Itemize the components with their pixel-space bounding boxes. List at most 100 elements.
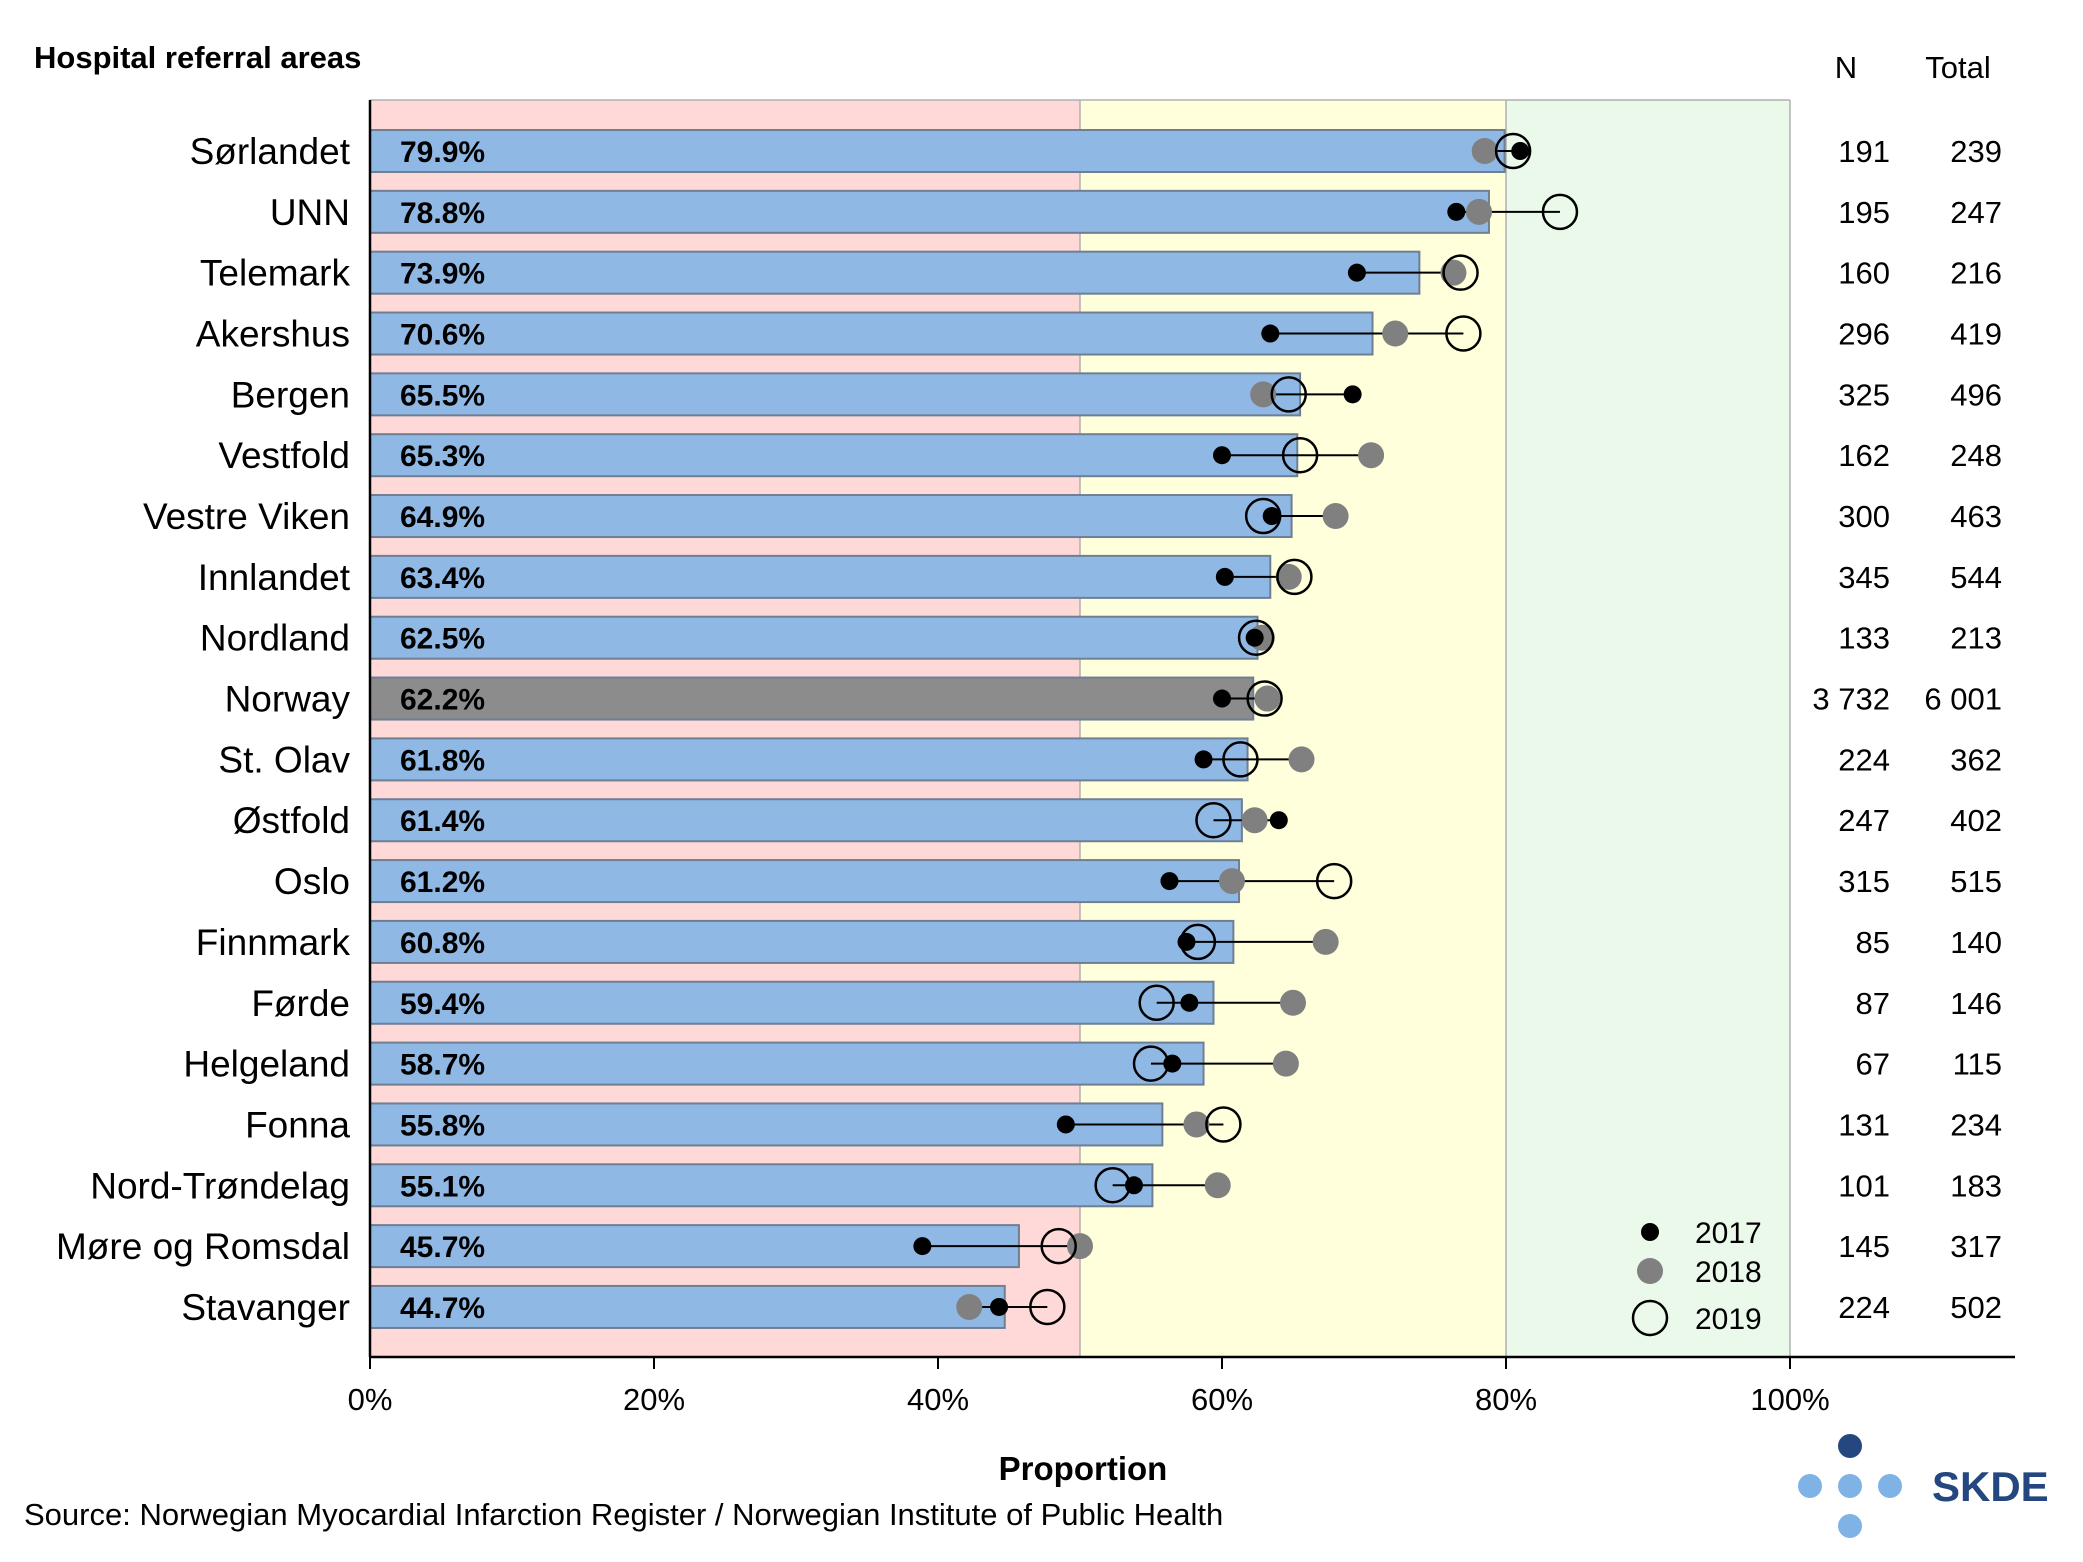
point-2019-12 [1315,862,1353,900]
counts-table: 191 239 195 247 160 216 296 419 325 496 162 248 300 4… [1812,134,2002,1325]
point-2019-16 [1205,1106,1242,1143]
logo-dot-bottom [1838,1514,1862,1538]
point-2017-16 [1056,1115,1075,1134]
bar-14 [369,980,1215,1025]
n-value-18: 145 [1838,1229,1890,1264]
point-2019-15 [1132,1045,1170,1082]
legend: 2017 2018 2019 [1631,1217,1762,1337]
total-value-19: 502 [1950,1290,2002,1325]
point-2018-9 [1254,685,1281,712]
legend-marker-2018 [1637,1258,1663,1284]
total-value-11: 402 [1950,803,2002,838]
point-2018-19 [956,1293,983,1320]
category-label-11: Østfold [233,800,350,841]
point-2019-6 [1244,497,1282,535]
n-value-3: 296 [1838,317,1890,352]
point-2019-13 [1179,923,1217,961]
change-lines [913,132,1579,1326]
n-value-17: 101 [1838,1168,1890,1203]
bar-label-9: 62.2% [400,684,485,717]
category-label-10: St. Olav [218,739,350,780]
point-2019-0 [1494,132,1532,170]
total-value-4: 496 [1950,377,2002,412]
point-2017-1 [1447,202,1466,221]
point-2017-6 [1262,507,1281,526]
total-value-1: 247 [1950,195,2002,230]
n-value-14: 87 [1856,986,1890,1021]
n-value-4: 325 [1838,377,1890,412]
n-value-16: 131 [1838,1107,1890,1142]
category-label-7: Innlandet [198,557,351,598]
point-2017-10 [1194,750,1213,769]
bar-7 [369,554,1272,599]
total-value-17: 183 [1950,1168,2002,1203]
legend-label-2019: 2019 [1695,1303,1762,1336]
bar-8 [369,615,1259,660]
point-2017-14 [1180,993,1199,1012]
point-2018-12 [1218,868,1245,895]
bar-6 [369,494,1293,539]
bar-2 [369,250,1421,295]
point-2018-11 [1241,807,1268,834]
logo-dot-left [1798,1474,1822,1498]
bar-5 [369,433,1299,478]
bar-label-2: 73.9% [400,258,485,291]
point-2018-1 [1466,198,1493,225]
bar-label-4: 65.5% [400,379,485,412]
bar-label-10: 61.8% [400,744,485,777]
bar-label-3: 70.6% [400,319,485,352]
point-2017-9 [1213,689,1231,708]
x-tick-label-3: 60% [1191,1382,1253,1417]
bar-label-19: 44.7% [400,1292,485,1325]
bar-label-18: 45.7% [400,1231,485,1264]
n-value-6: 300 [1838,499,1890,534]
point-2017-4 [1343,385,1362,404]
point-2018-3 [1382,320,1409,347]
category-label-18: Møre og Romsdal [56,1226,350,1267]
zone-2 [1506,100,1790,1357]
n-value-5: 162 [1838,438,1890,473]
bar-18 [369,1224,1020,1269]
n-value-19: 224 [1838,1290,1890,1325]
point-2019-4 [1270,376,1307,413]
point-2018-7 [1275,563,1302,590]
bar-label-1: 78.8% [400,197,485,230]
point-2019-1 [1541,193,1579,231]
zone-0 [370,100,1080,1357]
bar-label-16: 55.8% [400,1109,485,1142]
bar-11 [369,798,1243,843]
category-label-1: UNN [270,192,350,233]
category-label-0: Sørlandet [190,131,351,172]
point-2018-13 [1312,928,1339,955]
bar-label-12: 61.2% [400,866,485,899]
category-label-9: Norway [225,679,351,720]
category-label-19: Stavanger [181,1287,350,1328]
total-value-0: 239 [1950,134,2002,169]
point-2017-7 [1215,567,1234,586]
x-tick-label-4: 80% [1475,1382,1537,1417]
category-label-8: Nordland [200,618,350,659]
point-2019-19 [1029,1288,1066,1326]
bar-label-5: 65.3% [400,440,485,473]
point-2018-4 [1250,381,1277,408]
bar-label-6: 64.9% [400,501,485,534]
bar-label-7: 63.4% [400,562,485,595]
category-label-2: Telemark [200,253,351,294]
n-value-12: 315 [1838,864,1890,899]
n-value-9: 3 732 [1812,682,1890,717]
bar-19 [369,1284,1006,1329]
bar-label-11: 61.4% [400,805,485,838]
point-2018-14 [1280,989,1306,1016]
logo-dot-center [1838,1474,1862,1498]
legend-marker-2019 [1631,1299,1669,1337]
total-value-13: 140 [1950,925,2002,960]
point-2019-5 [1281,436,1319,474]
n-value-0: 191 [1838,134,1890,169]
x-axis-label: Proportion [999,1450,1168,1487]
category-label-12: Oslo [274,861,350,902]
bar-label-13: 60.8% [400,927,485,960]
point-2018-0 [1471,138,1498,164]
n-value-8: 133 [1838,621,1890,656]
point-2018-17 [1204,1172,1231,1199]
category-label-4: Bergen [231,374,350,415]
